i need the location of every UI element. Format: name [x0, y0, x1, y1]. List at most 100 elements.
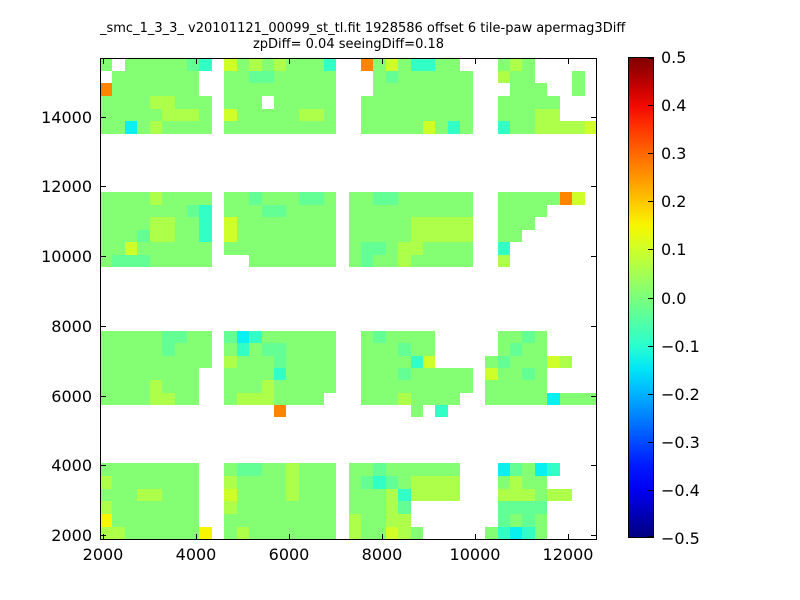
heatmap-cell [125, 205, 137, 217]
heatmap-cell [324, 356, 336, 368]
heatmap-cell [498, 527, 510, 539]
heatmap-cell [398, 476, 411, 489]
heatmap-cell [137, 368, 150, 380]
heatmap-cell [137, 356, 150, 368]
heatmap-cell [572, 83, 585, 96]
heatmap-cell [361, 501, 373, 514]
heatmap-cell [237, 368, 249, 380]
heatmap-cell [249, 514, 262, 527]
heatmap-cell [175, 230, 187, 242]
heatmap-cell [522, 489, 535, 501]
heatmap-cell [448, 59, 460, 71]
heatmap-cell [485, 380, 498, 393]
heatmap-cell [299, 230, 311, 242]
heatmap-cell [361, 343, 373, 356]
heatmap-cell [411, 343, 423, 356]
heatmap-cell [448, 83, 460, 96]
heatmap-cell [162, 96, 175, 109]
heatmap-cell [498, 343, 510, 356]
heatmap-cell [510, 230, 522, 242]
heatmap-cell [274, 121, 286, 134]
heatmap-cell [398, 205, 411, 217]
heatmap-cell [199, 331, 212, 343]
heatmap-cell [423, 83, 435, 96]
heatmap-cell [150, 489, 162, 501]
heatmap-cell [411, 217, 423, 230]
heatmap-cell [112, 343, 125, 356]
heatmap-cell [262, 380, 274, 393]
heatmap-cell [522, 83, 535, 96]
heatmap-cell [386, 463, 398, 476]
heatmap-cell [373, 71, 386, 83]
heatmap-cell [411, 255, 423, 267]
heatmap-cell [435, 368, 448, 380]
heatmap-cell [262, 501, 274, 514]
heatmap-cell [535, 393, 547, 405]
heatmap-cell [262, 242, 274, 255]
heatmap-cell [237, 476, 249, 489]
colorbar-tick-label: 0.3 [661, 144, 687, 163]
heatmap-cell [112, 476, 125, 489]
heatmap-cell [498, 242, 510, 255]
y-tick [591, 256, 596, 257]
heatmap-cell [125, 255, 137, 267]
heatmap-cell [460, 83, 473, 96]
heatmap-cell [262, 343, 274, 356]
heatmap-cell [224, 205, 237, 217]
heatmap-cell [249, 343, 262, 356]
heatmap-cell [498, 96, 510, 109]
heatmap-cell [162, 109, 175, 121]
heatmap-cell [150, 331, 162, 343]
heatmap-cell [125, 83, 137, 96]
heatmap-cell [522, 96, 535, 109]
heatmap-cell [101, 527, 112, 539]
heatmap-cell [299, 331, 311, 343]
heatmap-cell [237, 501, 249, 514]
heatmap-cell [150, 527, 162, 539]
colorbar-tick [648, 536, 653, 537]
heatmap-cell [112, 205, 125, 217]
heatmap-cell [423, 96, 435, 109]
heatmap-cell [535, 489, 547, 501]
heatmap-cell [274, 514, 286, 527]
heatmap-cell [373, 527, 386, 539]
heatmap-cell [324, 331, 336, 343]
heatmap-cell [349, 192, 361, 205]
heatmap-cell [249, 255, 262, 267]
heatmap-cell [460, 205, 473, 217]
heatmap-cell [112, 393, 125, 405]
heatmap-cell [274, 230, 286, 242]
heatmap-cell [187, 356, 199, 368]
heatmap-cell [299, 59, 311, 71]
heatmap-cell [398, 343, 411, 356]
heatmap-cell [175, 514, 187, 527]
heatmap-cell [150, 255, 162, 267]
heatmap-cell [249, 109, 262, 121]
heatmap-cell [125, 71, 137, 83]
heatmap-cell [510, 205, 522, 217]
heatmap-cell [112, 368, 125, 380]
heatmap-cell [125, 109, 137, 121]
heatmap-cell [411, 242, 423, 255]
heatmap-cell [112, 83, 125, 96]
heatmap-cell [224, 514, 237, 527]
heatmap-cell [349, 230, 361, 242]
heatmap-cell [274, 368, 286, 380]
heatmap-cell [373, 121, 386, 134]
heatmap-cell [547, 356, 560, 368]
heatmap-cell [535, 109, 547, 121]
heatmap-cell [435, 192, 448, 205]
heatmap-cell [522, 527, 535, 539]
heatmap-cell [423, 192, 435, 205]
heatmap-cell [274, 192, 286, 205]
heatmap-cell [411, 368, 423, 380]
heatmap-cell [299, 514, 311, 527]
heatmap-cell [311, 463, 324, 476]
heatmap-cell [361, 476, 373, 489]
y-tick-label: 12000 [41, 177, 92, 196]
heatmap-cell [137, 527, 150, 539]
heatmap-cell [522, 217, 535, 230]
heatmap-cell [125, 59, 137, 71]
heatmap-cell [199, 192, 212, 205]
heatmap-cell [199, 121, 212, 134]
